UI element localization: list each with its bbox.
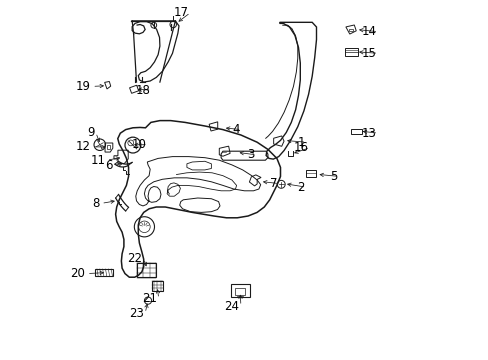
Text: 11: 11: [90, 154, 105, 167]
Text: 20: 20: [70, 267, 85, 280]
Text: 1: 1: [297, 136, 305, 149]
Text: 17: 17: [174, 6, 189, 19]
Text: 6: 6: [104, 159, 112, 172]
Text: 15: 15: [362, 47, 376, 60]
Text: 22: 22: [127, 252, 142, 265]
Text: 2: 2: [297, 181, 305, 194]
Text: 4: 4: [232, 123, 240, 136]
Text: 10: 10: [131, 138, 146, 151]
Text: 5: 5: [329, 170, 337, 183]
Text: 16: 16: [293, 141, 308, 154]
Text: 18: 18: [135, 84, 150, 96]
Text: 7: 7: [270, 177, 277, 190]
Text: 8: 8: [92, 197, 100, 210]
Text: 12: 12: [76, 140, 91, 153]
Text: 13: 13: [362, 127, 376, 140]
Text: 24: 24: [224, 300, 239, 312]
Text: 14: 14: [361, 25, 376, 38]
Text: 19: 19: [76, 80, 91, 93]
Text: 23: 23: [128, 307, 143, 320]
Text: 9: 9: [87, 126, 94, 139]
Text: 21: 21: [142, 292, 157, 305]
Text: 3: 3: [247, 148, 254, 161]
